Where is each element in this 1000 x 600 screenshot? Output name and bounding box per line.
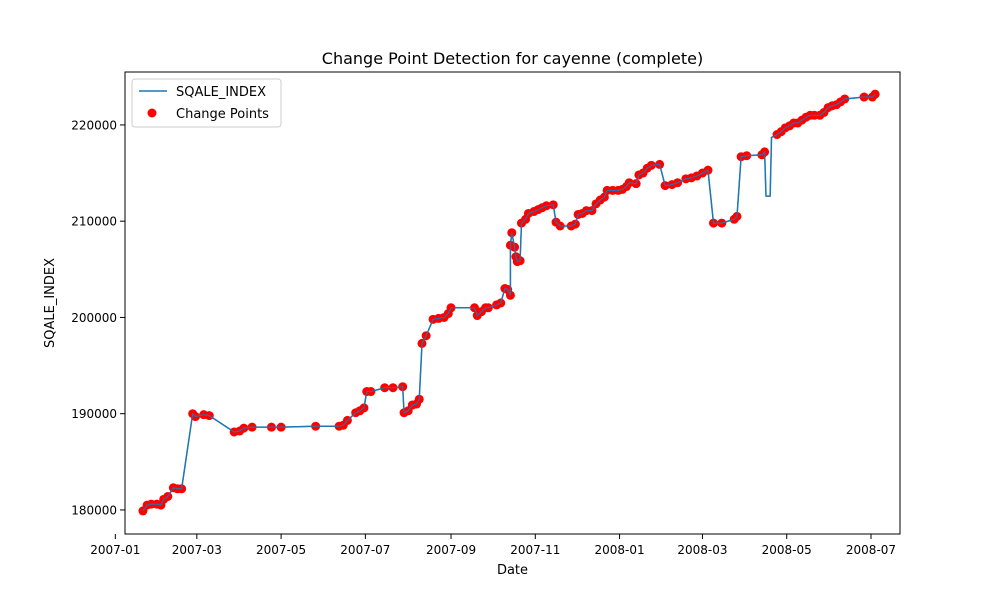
y-tick-label: 200000 (71, 311, 117, 325)
x-tick-label: 2008-05 (762, 543, 812, 557)
y-tick-label: 220000 (71, 118, 117, 132)
series-line-overlay (142, 93, 876, 512)
x-axis-label: Date (497, 563, 528, 578)
x-axis: 2007-01 2007-03 2007-05 2007-07 2007-09 2007-… (90, 534, 896, 557)
plot-frame (124, 71, 901, 535)
y-axis: 180000 190000 200000 210000 220000 (71, 118, 125, 517)
legend: SQALE_INDEX Change Points (131, 78, 282, 128)
x-tick-label: 2007-09 (426, 543, 476, 557)
x-tick-label: 2007-03 (172, 543, 222, 557)
plot-background (125, 72, 900, 534)
x-tick-label: 2008-07 (846, 543, 896, 557)
change-points-layer (138, 89, 880, 516)
chart-title: Change Point Detection for cayenne (comp… (322, 49, 703, 68)
x-tick-label: 2007-05 (256, 543, 306, 557)
legend-marker-swatch (147, 108, 157, 118)
x-tick-label: 2008-01 (594, 543, 644, 557)
y-tick-label: 180000 (71, 503, 117, 517)
legend-label-line: SQALE_INDEX (176, 85, 266, 100)
y-axis-label: SQALE_INDEX (43, 258, 58, 348)
x-tick-label: 2007-11 (510, 543, 560, 557)
x-tick-label: 2008-03 (677, 543, 727, 557)
plot-area (124, 71, 901, 535)
y-tick-label: 210000 (71, 215, 117, 229)
legend-label-markers: Change Points (176, 107, 269, 122)
legend-box (131, 78, 282, 128)
x-tick-label: 2007-07 (340, 543, 390, 557)
y-tick-label: 190000 (71, 407, 117, 421)
x-tick-label: 2007-01 (90, 543, 140, 557)
